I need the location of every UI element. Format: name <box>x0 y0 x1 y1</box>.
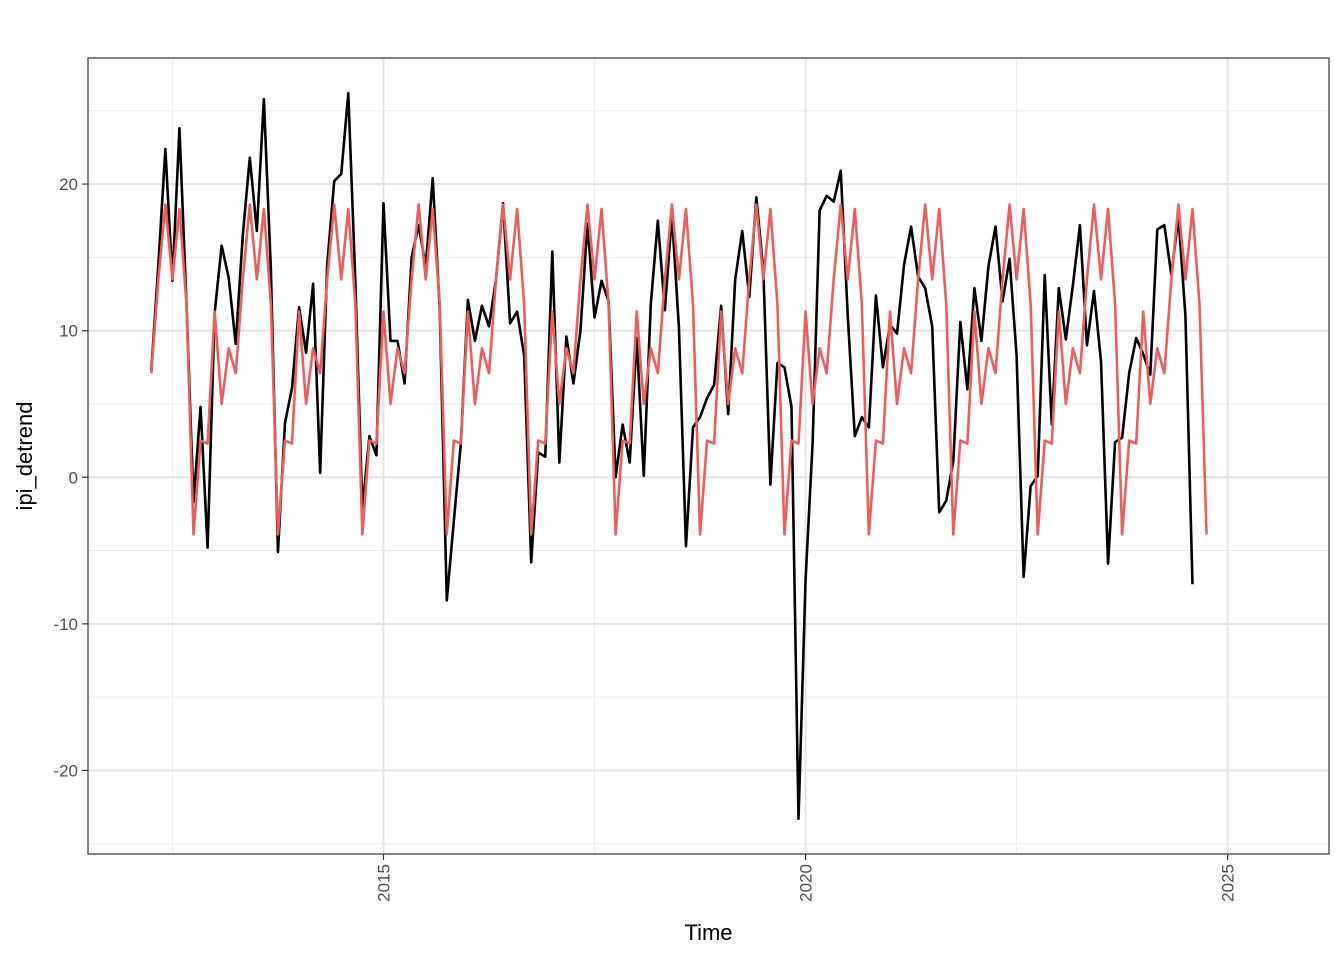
grid-lines <box>88 58 1329 854</box>
y-tick-label: 10 <box>59 322 78 341</box>
y-tick-label: 20 <box>59 175 78 194</box>
series-lines <box>150 91 1208 821</box>
x-axis: 2015 2020 2025 <box>374 854 1238 902</box>
plot-panel-border <box>87 57 1330 855</box>
y-tick-label: -10 <box>53 615 78 634</box>
x-axis-title: Time <box>684 920 732 945</box>
y-tick-label: -20 <box>53 761 78 780</box>
y-tick-label: 0 <box>69 468 78 487</box>
y-axis: -20 -10 0 10 20 <box>53 175 88 780</box>
series-line-fitted <box>150 203 1208 536</box>
x-tick-label: 2020 <box>797 864 816 902</box>
x-tick-label: 2015 <box>374 864 393 902</box>
x-tick-label: 2025 <box>1219 864 1238 902</box>
y-axis-title: ipi_detrend <box>12 402 37 511</box>
plot-background <box>88 58 1329 854</box>
